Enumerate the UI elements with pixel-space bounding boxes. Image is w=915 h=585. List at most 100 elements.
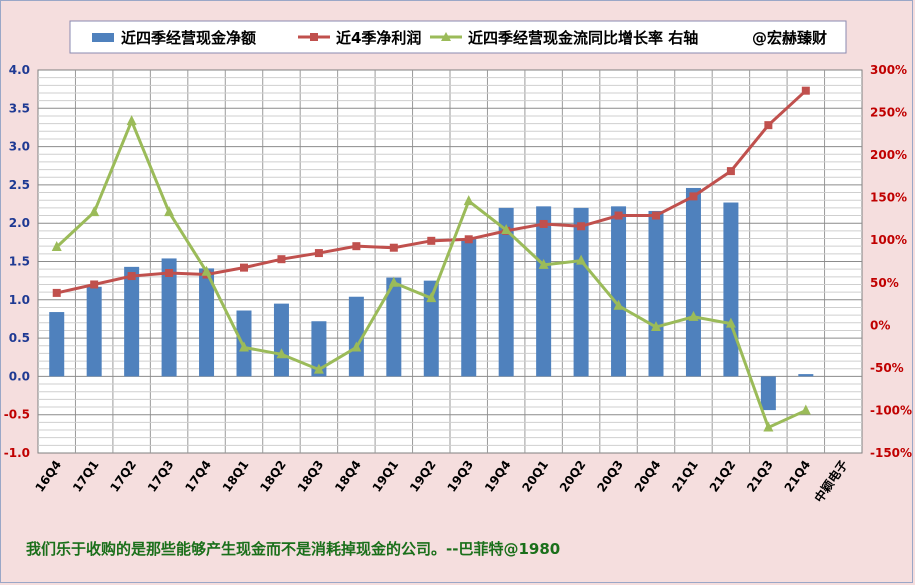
- growth-point-21Q3: [763, 421, 774, 432]
- growth-point-19Q3: [463, 195, 474, 206]
- profit-point-16Q4: [52, 288, 61, 297]
- bar-19Q4: [498, 207, 514, 377]
- left-tick-label: 3.0: [9, 140, 30, 154]
- profit-point-20Q2: [577, 222, 586, 231]
- x-tick-label: 19Q1: [370, 458, 402, 495]
- left-tick-label: -1.0: [4, 446, 30, 460]
- bar-18Q4: [348, 296, 364, 377]
- bar-21Q1: [685, 187, 701, 377]
- bar-20Q4: [648, 210, 664, 377]
- x-tick-label: 20Q3: [594, 458, 626, 495]
- bar-20Q2: [573, 207, 589, 377]
- x-tick-label: 18Q1: [220, 458, 252, 495]
- growth-point-20Q4: [651, 321, 661, 332]
- x-tick-label: 17Q3: [145, 458, 177, 495]
- growth-point-16Q4: [51, 241, 62, 252]
- profit-point-21Q4: [801, 86, 810, 95]
- profit-point-17Q1: [90, 280, 99, 289]
- growth-point-19Q1: [388, 276, 399, 287]
- left-tick-label: 1.5: [9, 255, 30, 269]
- x-tick-label: 18Q4: [332, 458, 364, 495]
- x-tick-label: 19Q4: [482, 458, 514, 495]
- profit-point-20Q4: [652, 211, 660, 220]
- bar-20Q1: [536, 206, 552, 377]
- bar-19Q3: [461, 238, 477, 377]
- legend-growth-label: 近四季经营现金流同比增长率 右轴: [468, 29, 698, 47]
- right-tick-label: -50%: [870, 361, 904, 375]
- bar-18Q3: [311, 321, 327, 377]
- left-axis-ticks: -1.0 -0.5 0.0 0.5 1.0 1.5 2.0 2.5 3.0 3.5 4.0: [4, 63, 30, 460]
- bar-19Q1: [386, 277, 402, 377]
- right-axis-ticks: -150% -100% -50% 0% 50% 100% 150% 200% 250% 300%: [870, 63, 912, 460]
- bar-series: [49, 187, 814, 411]
- left-tick-label: -0.5: [4, 408, 30, 422]
- legend-bar-swatch: [92, 33, 114, 42]
- right-tick-label: 300%: [870, 63, 907, 77]
- right-tick-label: -150%: [870, 446, 912, 460]
- right-tick-label: 250%: [870, 106, 907, 120]
- growth-point-18Q4: [351, 341, 362, 352]
- left-tick-label: 2.0: [9, 216, 30, 230]
- profit-point-19Q2: [427, 236, 436, 245]
- legend-growth-marker: [441, 32, 451, 41]
- x-tick-label: 20Q4: [632, 458, 664, 495]
- profit-point-21Q2: [726, 167, 735, 176]
- bar-17Q2: [124, 266, 140, 377]
- profit-point-18Q2: [277, 255, 286, 264]
- bar-21Q3: [760, 376, 776, 411]
- x-tick-label: 20Q1: [519, 458, 551, 495]
- bar-21Q2: [723, 202, 739, 377]
- left-tick-label: 0.0: [9, 369, 30, 383]
- growth-point-21Q2: [725, 317, 736, 328]
- profit-point-18Q3: [314, 249, 323, 258]
- legend-line-label: 近4季净利润: [336, 29, 421, 47]
- x-tick-label: 17Q2: [107, 458, 139, 495]
- right-tick-label: -100%: [870, 403, 912, 417]
- bar-18Q2: [273, 303, 289, 377]
- x-tick-label: 18Q2: [257, 458, 289, 495]
- profit-point-18Q1: [240, 263, 248, 272]
- profit-point-20Q1: [539, 219, 548, 228]
- bar-20Q3: [611, 206, 627, 377]
- bar-17Q3: [161, 258, 177, 377]
- left-tick-label: 2.5: [9, 178, 30, 192]
- x-tick-label: 21Q3: [744, 458, 776, 495]
- legend: 近四季经营现金净额 近4季净利润 近四季经营现金流同比增长率 右轴 @宏赫臻财: [69, 20, 847, 54]
- x-axis-ticks: 16Q4 17Q1 17Q2 17Q3 17Q4 18Q1 18Q2 18Q3 18Q4 19Q1…: [32, 457, 850, 505]
- profit-point-17Q3: [165, 268, 174, 277]
- growth-point-18Q2: [276, 348, 287, 359]
- growth-point-18Q3: [313, 363, 324, 374]
- x-tick-label: 21Q1: [669, 458, 701, 495]
- profit-point-21Q1: [689, 192, 698, 201]
- bar-19Q2: [423, 280, 439, 377]
- x-tick-label: 19Q2: [407, 458, 439, 495]
- profit-point-19Q3: [464, 235, 473, 244]
- growth-point-19Q4: [501, 224, 512, 235]
- x-tick-label: 16Q4: [32, 458, 64, 495]
- bar-16Q4: [49, 312, 65, 377]
- bar-17Q4: [199, 268, 215, 377]
- bar-21Q4: [798, 374, 814, 377]
- growth-point-21Q1: [688, 310, 699, 321]
- profit-point-18Q4: [352, 242, 361, 251]
- legend-watermark: @宏赫臻财: [752, 29, 827, 47]
- x-tick-label: 21Q4: [782, 458, 814, 495]
- left-tick-label: 3.5: [9, 101, 30, 115]
- x-tick-label: 21Q2: [707, 458, 739, 495]
- growth-point-17Q3: [164, 206, 175, 217]
- x-tick-label: 17Q4: [182, 458, 214, 495]
- right-tick-label: 150%: [870, 191, 907, 205]
- right-tick-label: 200%: [870, 148, 907, 162]
- profit-point-19Q1: [389, 243, 398, 252]
- bar-17Q1: [86, 286, 102, 377]
- growth-point-20Q2: [576, 254, 587, 265]
- x-tick-label: 20Q2: [557, 458, 589, 495]
- growth-point-17Q4: [201, 265, 212, 276]
- left-tick-label: 1.0: [9, 293, 30, 307]
- left-tick-label: 0.5: [9, 331, 30, 345]
- x-tick-label: 18Q3: [295, 458, 327, 495]
- profit-point-21Q3: [764, 121, 773, 130]
- right-tick-label: 50%: [870, 276, 899, 290]
